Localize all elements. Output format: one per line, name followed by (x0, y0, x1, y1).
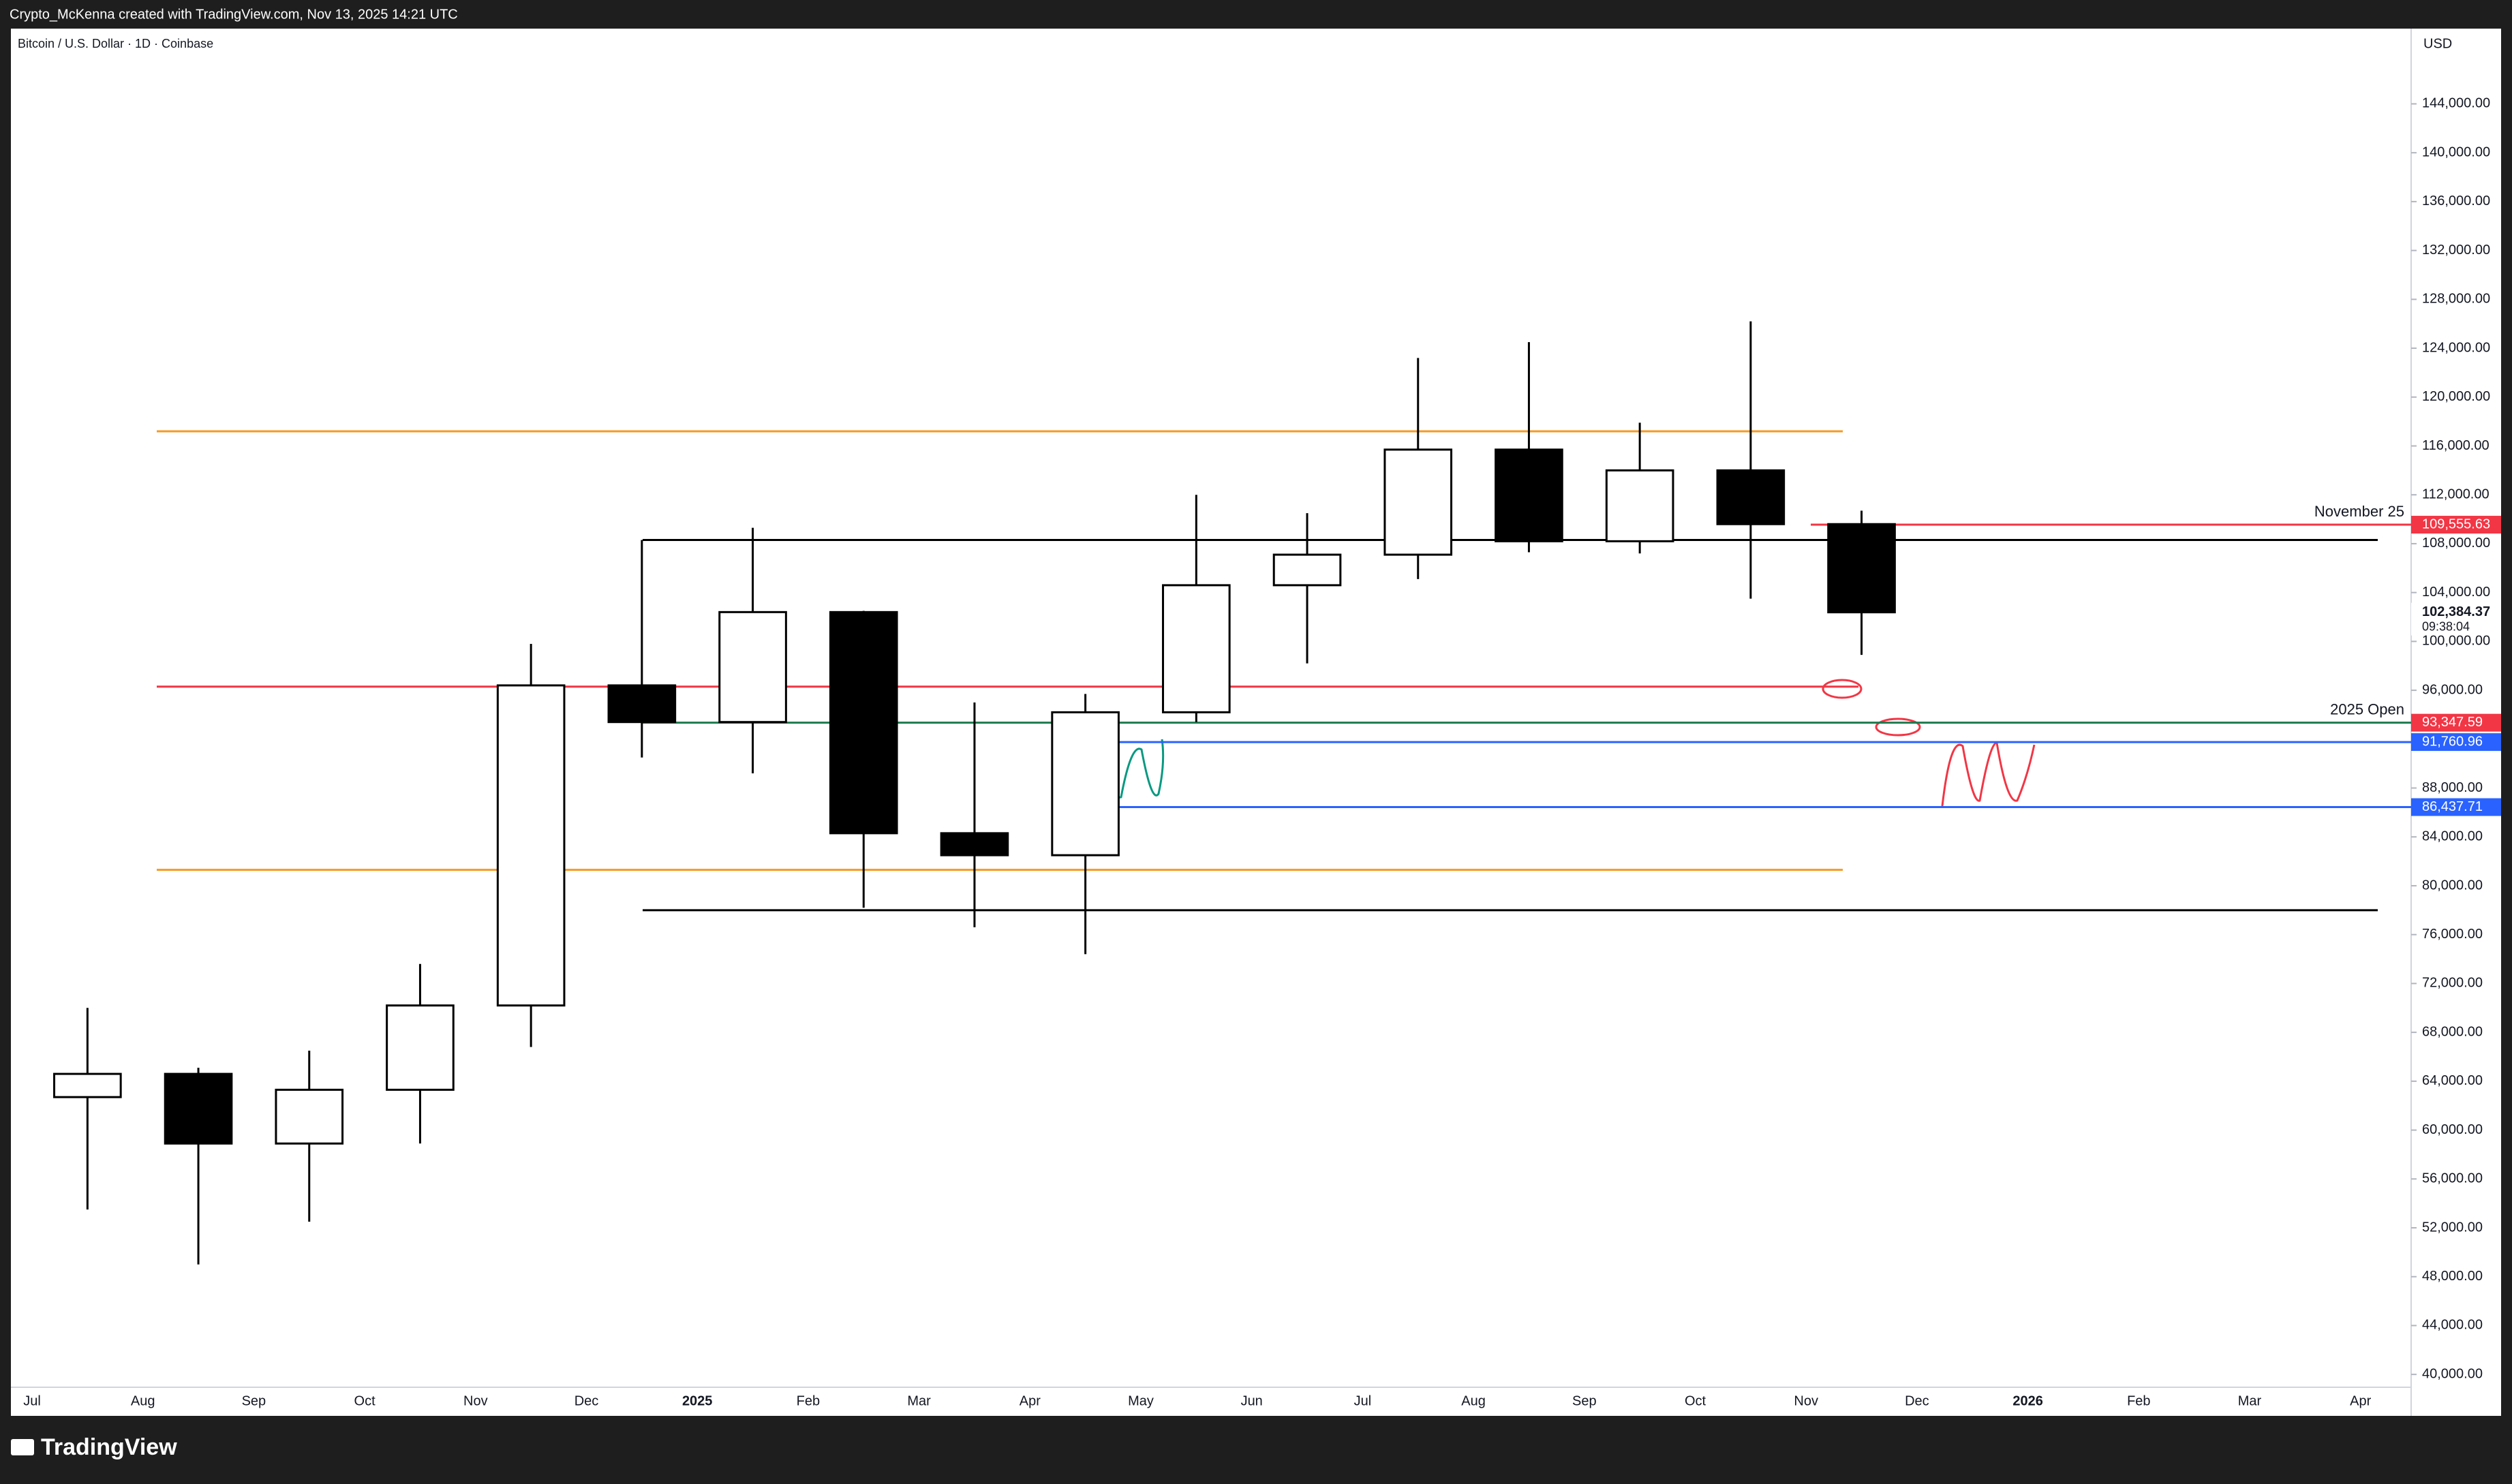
x-tick-label: 2026 (2012, 1393, 2043, 1408)
last-price: 102,384.37 (2422, 604, 2490, 619)
x-tick-label: Feb (797, 1393, 820, 1408)
x-tick-label: Apr (2350, 1393, 2371, 1408)
candle-body (1605, 469, 1674, 542)
candle-body (1051, 711, 1120, 856)
y-tick-label: 72,000.00 (2422, 976, 2483, 991)
y-tick-label: 60,000.00 (2422, 1122, 2483, 1137)
candle-body (1827, 523, 1896, 614)
price-label-bg (2411, 733, 2501, 752)
logo-mark (11, 1439, 34, 1455)
candle-body (1716, 469, 1786, 525)
y-tick-label: 136,000.00 (2422, 194, 2490, 208)
drawing (1875, 717, 1921, 737)
price-label-bg (2411, 798, 2501, 816)
x-tick-label: Feb (2127, 1393, 2150, 1408)
candle-body (53, 1072, 122, 1098)
y-tick-label: 76,000.00 (2422, 927, 2483, 942)
x-tick-label: Dec (1905, 1393, 1929, 1408)
y-tick-label: 80,000.00 (2422, 878, 2483, 893)
y-tick-label: 84,000.00 (2422, 829, 2483, 844)
price-label-bg (2411, 713, 2501, 732)
credit: Crypto_McKenna created with TradingView.… (10, 7, 458, 22)
x-tick-label: Nov (1794, 1393, 1818, 1408)
y-tick-label: 116,000.00 (2422, 438, 2490, 453)
y-tick-label: 52,000.00 (2422, 1220, 2483, 1235)
y-tick-label: 68,000.00 (2422, 1024, 2483, 1039)
candle-body (386, 1004, 455, 1091)
x-tick-label: Sep (1572, 1393, 1597, 1408)
price-label: 93,347.59 (2422, 715, 2483, 730)
logo (11, 1439, 34, 1455)
x-tick-label: Aug (1461, 1393, 1486, 1408)
x-tick-label: Mar (907, 1393, 931, 1408)
x-tick-label: Oct (1685, 1393, 1706, 1408)
candle-body (275, 1088, 344, 1145)
candle-body (1162, 584, 1231, 713)
candle-body (164, 1072, 233, 1145)
y-tick-label: 132,000.00 (2422, 243, 2490, 258)
x-tick-label: Jun (1241, 1393, 1263, 1408)
last-price-bg (2411, 602, 2501, 636)
y-tick-label: 120,000.00 (2422, 389, 2490, 404)
y-tick-label: 108,000.00 (2422, 536, 2490, 551)
y-tick-label: 96,000.00 (2422, 682, 2483, 697)
countdown: 09:38:04 (2422, 619, 2470, 633)
price-label: 109,555.63 (2422, 516, 2490, 531)
brand: TradingView (41, 1434, 177, 1460)
candle-body (1272, 553, 1342, 587)
x-tick-label: Jul (1354, 1393, 1372, 1408)
y-tick-label: 140,000.00 (2422, 144, 2490, 159)
y-tick-label: 104,000.00 (2422, 585, 2490, 600)
candle-body (829, 610, 898, 835)
drawing (1941, 741, 2036, 807)
y-tick-label: 56,000.00 (2422, 1171, 2483, 1186)
y-tick-label: 64,000.00 (2422, 1073, 2483, 1088)
x-tick-label: Oct (354, 1393, 376, 1408)
symbol-title: Bitcoin / U.S. Dollar · 1D · Coinbase (18, 37, 213, 50)
x-tick-label: May (1128, 1393, 1154, 1408)
y-tick-label: 124,000.00 (2422, 340, 2490, 355)
price-label: 86,437.71 (2422, 799, 2483, 814)
y-tick-label: 44,000.00 (2422, 1318, 2483, 1333)
price-label: 91,760.96 (2422, 734, 2483, 749)
time-axis (11, 1387, 2411, 1416)
y-tick-label: 144,000.00 (2422, 96, 2490, 111)
y-tick-label: 48,000.00 (2422, 1269, 2483, 1284)
x-tick-label: Aug (131, 1393, 155, 1408)
drawing (1822, 679, 1863, 699)
x-tick-label: Jul (23, 1393, 41, 1408)
y-tick-label: 40,000.00 (2422, 1366, 2483, 1381)
price-label-bg (2411, 516, 2501, 534)
currency: USD (2423, 36, 2452, 51)
candle-body (607, 684, 677, 724)
x-tick-label: 2025 (682, 1393, 713, 1408)
x-tick-label: Sep (242, 1393, 266, 1408)
candle-body (1383, 448, 1453, 556)
y-tick-label: 88,000.00 (2422, 780, 2483, 795)
x-tick-label: Nov (463, 1393, 488, 1408)
y-tick-label: 128,000.00 (2422, 292, 2490, 307)
x-tick-label: Mar (2238, 1393, 2262, 1408)
candle-body (1495, 448, 1563, 542)
y-tick-label: 112,000.00 (2422, 486, 2490, 501)
x-tick-label: Apr (1020, 1393, 1041, 1408)
candle-body (940, 832, 1009, 856)
y-tick-label: 100,000.00 (2422, 634, 2490, 649)
x-tick-label: Dec (575, 1393, 599, 1408)
level-annotation: November 25 (2314, 503, 2404, 520)
level-annotation: 2025 Open (2330, 700, 2404, 717)
candle-body (718, 610, 787, 724)
candle-body (496, 684, 566, 1007)
